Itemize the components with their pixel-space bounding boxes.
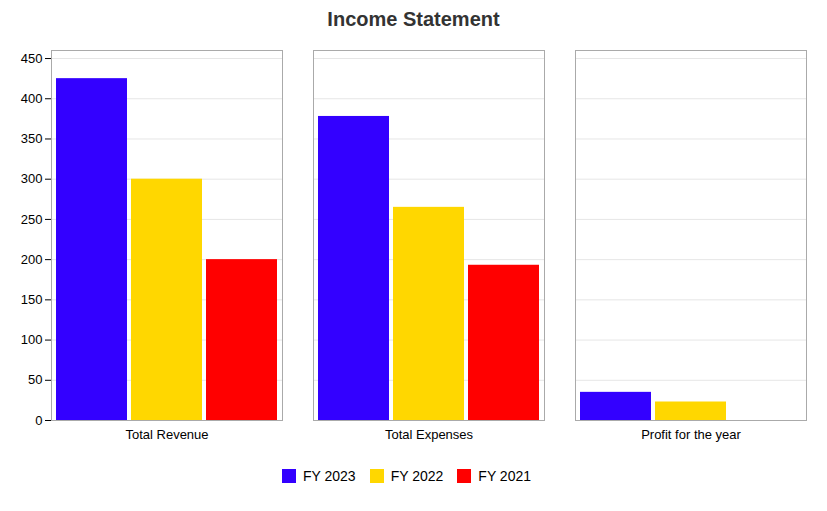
html-text:FY 2021: FY 2021 [478, 467, 531, 484]
svg-text:200: 200 [21, 252, 43, 267]
svg-text:400: 400 [21, 91, 43, 106]
svg-text:450: 450 [21, 51, 43, 66]
svg-text:Profit for the year: Profit for the year [641, 427, 741, 442]
svg-text:150: 150 [21, 292, 43, 307]
svg-text:300: 300 [21, 171, 43, 186]
svg-text:Total Revenue: Total Revenue [125, 427, 208, 442]
svg-text:Total Expenses: Total Expenses [385, 427, 474, 442]
html-text:Income Statement: Income Statement [327, 8, 500, 30]
html-text:FY 2022: FY 2022 [390, 467, 444, 484]
svg-text:350: 350 [21, 131, 43, 146]
svg-text:50: 50 [28, 372, 42, 387]
svg-text:250: 250 [21, 212, 43, 227]
html-text:FY 2023: FY 2023 [303, 467, 356, 484]
svg-text:100: 100 [21, 332, 43, 347]
svg-text:0: 0 [35, 413, 42, 428]
